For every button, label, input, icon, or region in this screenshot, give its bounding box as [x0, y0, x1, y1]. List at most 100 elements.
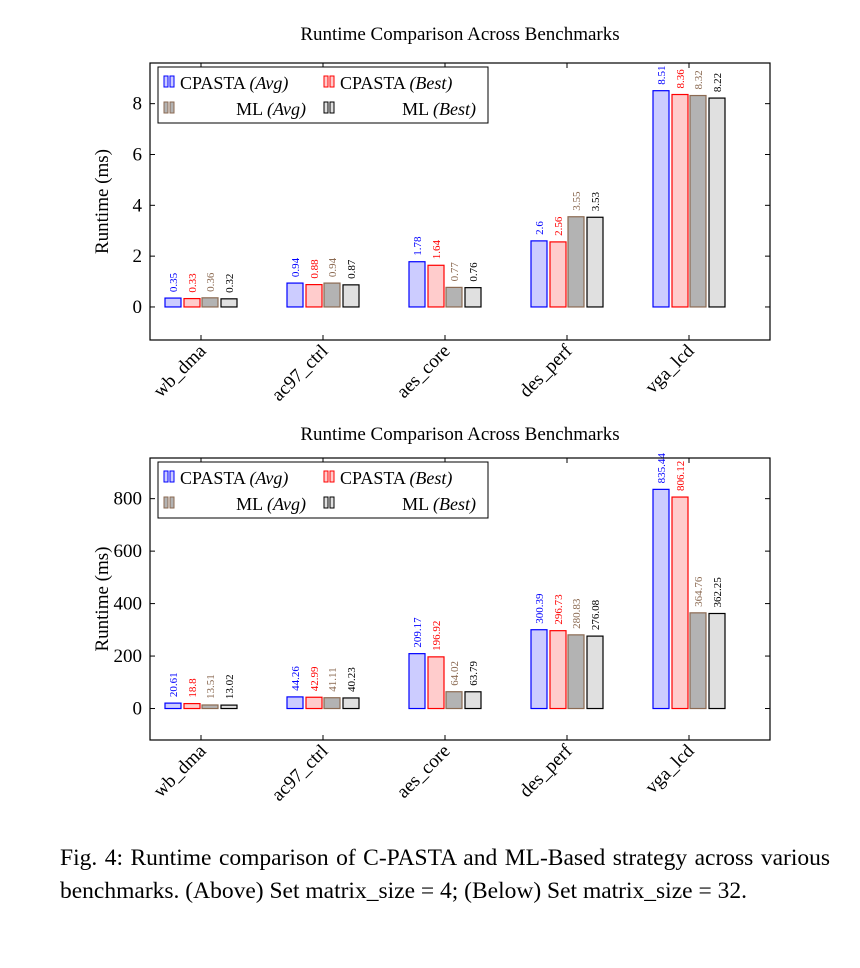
- legend: CPASTA (Avg) CPASTA (Best)ML (Avg) ML (Bes…: [157, 66, 489, 124]
- plot-frame: [149, 457, 771, 741]
- bar-series4-ac97_ctrl: [342, 697, 360, 710]
- legend-entry: ML (Best): [402, 99, 476, 120]
- legend-series-name: CPASTA: [340, 73, 406, 93]
- bar-series4-des_perf: [586, 635, 604, 710]
- legend-swatch: [329, 75, 335, 88]
- bar-series4-wb_dma: [220, 704, 238, 710]
- bar-series2-aes_core: [427, 264, 445, 308]
- legend-swatch: [323, 101, 329, 114]
- bar-series4-vga_lcd: [708, 612, 726, 710]
- legend-entry: CPASTA (Best): [340, 73, 452, 94]
- legend-series-style: (Avg): [249, 468, 288, 489]
- legend-entry: CPASTA (Avg): [180, 73, 288, 94]
- bar-series4-aes_core: [464, 287, 482, 308]
- legend-entry: ML (Avg): [236, 494, 306, 515]
- bar-series4-ac97_ctrl: [342, 284, 360, 308]
- x-tick-label: wb_dma: [149, 740, 211, 802]
- data-label: 44.26: [290, 666, 302, 691]
- bar-series4-wb_dma: [220, 298, 238, 308]
- x-tick-label: ac97_ctrl: [268, 741, 333, 806]
- data-label: 3.55: [571, 191, 583, 211]
- bar-series2-des_perf: [549, 630, 567, 710]
- legend-swatch: [163, 101, 169, 114]
- data-label: 2.56: [553, 216, 565, 236]
- x-tick-label: aes_core: [393, 741, 455, 803]
- data-label: 64.02: [449, 661, 461, 686]
- legend-series-name: ML: [402, 494, 428, 514]
- y-tick-label: 600: [114, 541, 143, 562]
- legend-series-name: ML: [236, 99, 262, 119]
- data-label: 0.87: [346, 259, 358, 279]
- bar-series2-des_perf: [549, 241, 567, 308]
- data-label: 276.08: [590, 599, 602, 630]
- data-label: 0.77: [449, 262, 461, 282]
- legend-swatch: [163, 496, 169, 509]
- bar-series3-aes_core: [445, 286, 463, 308]
- legend-series-style: (Best): [409, 73, 452, 94]
- bar-series1-aes_core: [408, 653, 426, 710]
- data-label: 2.6: [534, 221, 546, 235]
- legend-swatch: [169, 101, 175, 114]
- bar-series1-des_perf: [530, 240, 548, 308]
- legend-swatch: [329, 496, 335, 509]
- data-label: 364.76: [693, 576, 705, 607]
- data-label: 13.02: [224, 674, 236, 699]
- data-label: 806.12: [675, 461, 687, 491]
- bar-series2-vga_lcd: [671, 496, 689, 710]
- legend-entry: ML (Avg): [236, 99, 306, 120]
- data-label: 41.11: [327, 667, 339, 691]
- x-tick-label: des_perf: [515, 340, 577, 402]
- data-label: 196.92: [431, 621, 443, 651]
- data-label: 20.61: [168, 672, 180, 697]
- bar-series3-wb_dma: [201, 297, 219, 308]
- data-label: 0.33: [187, 273, 199, 293]
- bar-series3-vga_lcd: [689, 94, 707, 308]
- data-label: 3.53: [590, 192, 602, 212]
- legend-series-style: (Avg): [267, 494, 306, 515]
- data-label: 0.94: [290, 257, 302, 277]
- x-tick-label: ac97_ctrl: [268, 341, 333, 406]
- y-tick-label: 6: [133, 144, 143, 165]
- bar-series3-des_perf: [567, 216, 585, 308]
- x-tick-label: des_perf: [515, 740, 577, 802]
- data-label: 13.51: [205, 674, 217, 699]
- legend-swatch: [169, 75, 175, 88]
- figure: Runtime Comparison Across Benchmarks Runt…: [92, 24, 771, 806]
- x-tick-label: wb_dma: [149, 340, 211, 402]
- data-label: 0.88: [309, 259, 321, 279]
- bar-series2-wb_dma: [183, 702, 201, 710]
- bar-series3-des_perf: [567, 634, 585, 710]
- data-label: 300.39: [534, 593, 546, 624]
- bar-series2-aes_core: [427, 656, 445, 710]
- y-tick-label: 4: [133, 195, 143, 216]
- y-tick-label: 800: [114, 489, 143, 510]
- data-label: 8.22: [712, 73, 724, 92]
- chart-title: Runtime Comparison Across Benchmarks: [300, 424, 619, 445]
- x-tick-label: vga_lcd: [641, 740, 699, 798]
- legend: CPASTA (Avg) CPASTA (Best)ML (Avg) ML (Bes…: [157, 461, 489, 519]
- legend-series-style: (Best): [433, 494, 476, 515]
- data-label: 18.8: [187, 678, 199, 698]
- legend-series-style: (Avg): [249, 73, 288, 94]
- bar-series1-aes_core: [408, 261, 426, 308]
- bar-series3-wb_dma: [201, 704, 219, 710]
- legend-box: [157, 66, 489, 124]
- bar-series4-des_perf: [586, 216, 604, 308]
- bar-series1-vga_lcd: [652, 488, 670, 710]
- chart-panel-2: Runtime Comparison Across Benchmarks Runt…: [92, 424, 771, 806]
- plot-frame: [149, 62, 771, 341]
- bar-series2-ac97_ctrl: [305, 696, 323, 710]
- legend-entry: CPASTA (Best): [340, 468, 452, 489]
- legend-series-name: CPASTA: [340, 468, 406, 488]
- legend-series-name: CPASTA: [180, 468, 246, 488]
- y-tick-label: 8: [133, 94, 143, 115]
- legend-series-name: ML: [402, 99, 428, 119]
- legend-series-name: ML: [236, 494, 262, 514]
- bar-series1-des_perf: [530, 629, 548, 710]
- data-label: 0.36: [205, 272, 217, 292]
- legend-swatch: [163, 470, 169, 483]
- legend-swatch: [323, 470, 329, 483]
- data-label: 1.78: [412, 236, 424, 256]
- legend-swatch: [329, 101, 335, 114]
- bar-series1-ac97_ctrl: [286, 282, 304, 308]
